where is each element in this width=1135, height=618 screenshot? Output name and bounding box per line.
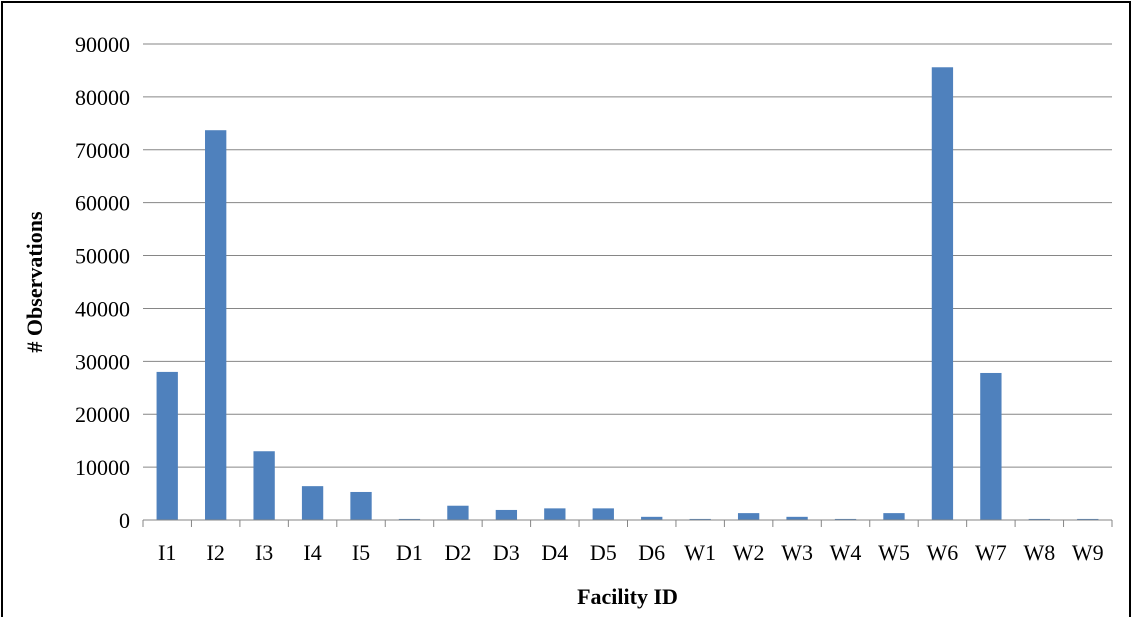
y-tick-label: 90000 <box>75 32 130 57</box>
y-tick-label: 10000 <box>75 455 130 480</box>
y-tick-label: 70000 <box>75 138 130 163</box>
bar-i5 <box>350 491 372 520</box>
x-tick-label: W2 <box>733 540 765 565</box>
x-tick-label: I1 <box>158 540 176 565</box>
x-tick-label: W3 <box>781 540 813 565</box>
bar-d3 <box>495 509 518 520</box>
x-axis-title: Facility ID <box>577 584 678 609</box>
bar-w7 <box>980 372 1002 520</box>
x-tick-label: W7 <box>975 540 1007 565</box>
bar-w6 <box>931 67 954 520</box>
y-tick-label: 50000 <box>75 244 130 269</box>
y-axis-title: # Observations <box>22 211 47 353</box>
bar-d1 <box>398 518 421 520</box>
bar-i3 <box>253 451 275 520</box>
y-tick-label: 20000 <box>75 402 130 427</box>
bar-w2 <box>737 513 760 520</box>
bar-w8 <box>1028 518 1050 520</box>
x-tick-label: D5 <box>590 540 617 565</box>
x-tick-label: W1 <box>684 540 716 565</box>
bar-d4 <box>544 508 566 520</box>
bars <box>156 67 1099 520</box>
bar-d5 <box>592 508 614 520</box>
y-tick-label: 0 <box>119 508 130 533</box>
bar-w1 <box>689 518 711 520</box>
bar-w3 <box>786 516 808 520</box>
bar-i4 <box>301 486 324 520</box>
x-tick-labels: I1 I2 I3 I4 I5 D1 D2 D3 D4 D5 D6 W1 W2 W3 W4 W5 W6 W7 W8 W9 <box>142 520 1113 565</box>
y-tick-label: 40000 <box>75 296 130 321</box>
x-tick-label: W5 <box>878 540 910 565</box>
y-tick-label: 30000 <box>75 349 130 374</box>
x-tick-label: W6 <box>927 540 959 565</box>
y-tick-label: 80000 <box>75 85 130 110</box>
bar-w9 <box>1077 518 1099 520</box>
x-tick-label: D4 <box>541 540 568 565</box>
x-tick-label: I3 <box>255 540 273 565</box>
y-tick-label: 60000 <box>75 191 130 216</box>
x-tick-label: W9 <box>1072 540 1104 565</box>
bar-i2 <box>205 130 227 520</box>
x-tick-label: D3 <box>493 540 520 565</box>
bar-i1 <box>156 371 178 520</box>
bar-d2 <box>447 505 469 520</box>
x-tick-label: I5 <box>352 540 370 565</box>
bar-d6 <box>641 516 663 520</box>
x-tick-label: W8 <box>1023 540 1055 565</box>
bar-w4 <box>834 518 857 520</box>
x-tick-label: D1 <box>396 540 423 565</box>
x-tick-label: I2 <box>207 540 225 565</box>
x-tick-label: W4 <box>830 540 862 565</box>
bar-w5 <box>883 513 905 520</box>
y-tick-labels: 0 10000 20000 30000 40000 50000 60000 70000 8000… <box>75 32 130 533</box>
x-tick-label: I4 <box>303 540 321 565</box>
x-tick-label: D6 <box>638 540 665 565</box>
gridlines <box>143 43 1112 468</box>
x-tick-label: D2 <box>444 540 471 565</box>
